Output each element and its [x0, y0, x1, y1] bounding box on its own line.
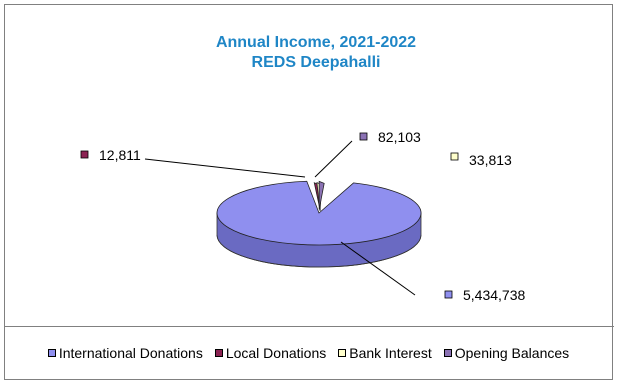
legend-swatch	[338, 349, 347, 357]
legend-label: International Donations	[58, 345, 203, 361]
chart-frame: Annual Income, 2021-2022 REDS Deepahalli…	[4, 4, 614, 380]
legend-swatch	[47, 349, 56, 357]
chart-title: Annual Income, 2021-2022	[216, 34, 416, 51]
data-labels: 5,434,738 12,811 33,813 82,103	[80, 129, 525, 303]
data-label: 33,813	[469, 152, 512, 168]
legend-label: Local Donations	[225, 345, 327, 361]
pie-slices	[216, 180, 422, 246]
legend-item: Local Donations	[214, 345, 327, 361]
data-label: 82,103	[378, 129, 421, 145]
data-label-swatch	[450, 152, 459, 161]
data-label: 5,434,738	[463, 287, 525, 303]
pie-slice	[216, 180, 422, 246]
legend: International Donations Local Donations Ba…	[5, 327, 612, 379]
legend-item: Bank Interest	[338, 345, 432, 361]
legend-label: Opening Balances	[454, 345, 570, 361]
data-label-swatch	[80, 150, 89, 159]
leader-line	[314, 140, 353, 178]
data-label-swatch	[359, 132, 368, 141]
plot-area: Annual Income, 2021-2022 REDS Deepahalli…	[5, 5, 614, 327]
legend-item: Opening Balances	[443, 345, 570, 361]
legend-swatch	[443, 349, 452, 357]
pie-slice	[318, 180, 325, 210]
leader-line	[340, 241, 416, 296]
data-label: 12,811	[99, 147, 141, 163]
leader-line	[144, 158, 306, 178]
leader-lines	[144, 140, 416, 296]
legend-item: International Donations	[47, 345, 203, 361]
legend-swatch	[214, 349, 223, 357]
data-label-swatch	[444, 290, 453, 299]
pie-chart: Annual Income, 2021-2022 REDS Deepahalli…	[80, 34, 525, 303]
chart-subtitle: REDS Deepahalli	[252, 54, 381, 71]
legend-label: Bank Interest	[349, 345, 432, 361]
pie-side-front	[216, 234, 422, 268]
